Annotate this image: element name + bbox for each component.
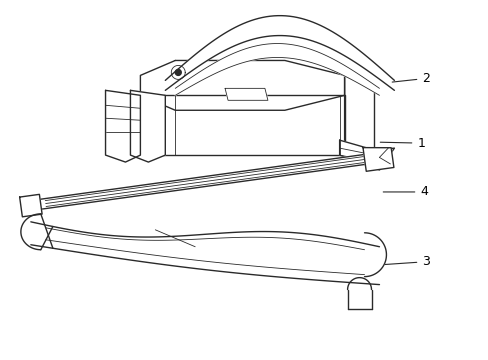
- Text: 4: 4: [383, 185, 427, 198]
- Polygon shape: [165, 15, 394, 90]
- Text: 2: 2: [391, 72, 429, 85]
- Polygon shape: [35, 153, 374, 210]
- Polygon shape: [224, 88, 267, 100]
- Text: 3: 3: [385, 255, 429, 268]
- Polygon shape: [175, 69, 181, 75]
- Polygon shape: [344, 75, 374, 155]
- Polygon shape: [339, 140, 394, 170]
- Polygon shape: [140, 60, 344, 110]
- Polygon shape: [31, 222, 379, 285]
- Polygon shape: [105, 90, 140, 162]
- Text: 1: 1: [380, 137, 425, 150]
- Polygon shape: [130, 90, 165, 162]
- Polygon shape: [20, 194, 42, 217]
- Polygon shape: [364, 233, 386, 276]
- Polygon shape: [175, 44, 379, 95]
- Polygon shape: [140, 95, 344, 155]
- Polygon shape: [171, 66, 185, 80]
- Polygon shape: [362, 148, 393, 171]
